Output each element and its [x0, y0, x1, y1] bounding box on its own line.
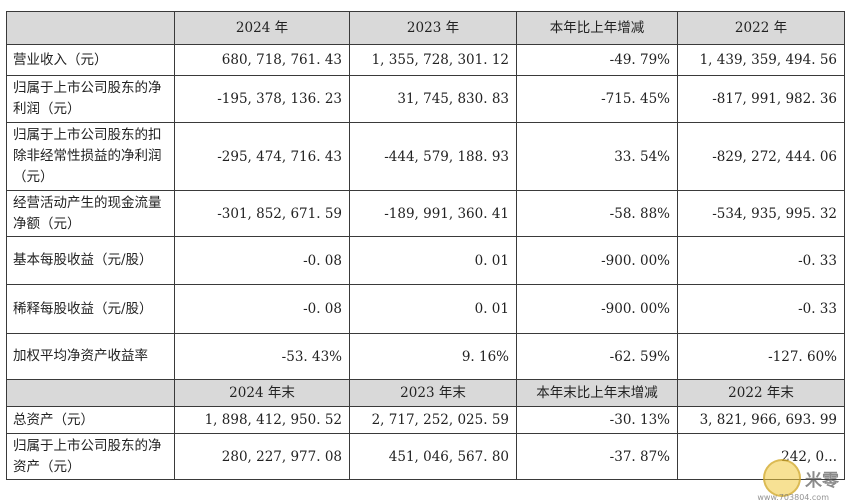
value-cell: -53. 43%	[174, 333, 350, 380]
row-label: 基本每股收益（元/股）	[6, 236, 175, 285]
value-cell: 3, 821, 966, 693. 99	[677, 406, 845, 434]
value-cell: 242, 0...	[677, 433, 845, 480]
table-row: 营业收入（元） 680, 718, 761. 43 1, 355, 728, 3…	[6, 44, 845, 76]
table-row: 归属于上市公司股东的扣除非经常性损益的净利润（元） -295, 474, 716…	[6, 122, 845, 191]
value-cell: 9. 16%	[349, 333, 517, 380]
header-cell: 2023 年	[349, 11, 517, 45]
value-cell: 1, 898, 412, 950. 52	[174, 406, 350, 434]
row-label: 归属于上市公司股东的扣除非经常性损益的净利润（元）	[6, 122, 175, 191]
table-row: 归属于上市公司股东的净资产（元） 280, 227, 977. 08 451, …	[6, 433, 845, 480]
table-row: 稀释每股收益（元/股） -0. 08 0. 01 -900. 00% -0. 3…	[6, 284, 845, 334]
change-cell: -37. 87%	[516, 433, 678, 480]
change-cell: -58. 88%	[516, 190, 678, 237]
value-cell: -189, 991, 360. 41	[349, 190, 517, 237]
value-cell: 0. 01	[349, 284, 517, 334]
value-cell: -817, 991, 982. 36	[677, 75, 845, 123]
row-label: 加权平均净资产收益率	[6, 333, 175, 380]
header-cell: 本年末比上年末增减	[516, 379, 678, 407]
header-cell: 2024 年末	[174, 379, 350, 407]
value-cell: -195, 378, 136. 23	[174, 75, 350, 123]
table-row: 基本每股收益（元/股） -0. 08 0. 01 -900. 00% -0. 3…	[6, 236, 845, 285]
value-cell: 2, 717, 252, 025. 59	[349, 406, 517, 434]
watermark-text: 米零	[805, 470, 839, 491]
value-cell: -0. 33	[677, 236, 845, 285]
value-cell: 451, 046, 567. 80	[349, 433, 517, 480]
row-label: 营业收入（元）	[6, 44, 175, 76]
value-cell: -444, 579, 188. 93	[349, 122, 517, 191]
value-cell: -534, 935, 995. 32	[677, 190, 845, 237]
value-cell: -127. 60%	[677, 333, 845, 380]
change-cell: -900. 00%	[516, 284, 678, 334]
value-cell: -0. 33	[677, 284, 845, 334]
header-cell: 2022 年	[677, 11, 845, 45]
financial-table-container: 2024 年 2023 年 本年比上年增减 2022 年 营业收入（元） 680…	[6, 11, 845, 480]
table-row: 经营活动产生的现金流量净额（元） -301, 852, 671. 59 -189…	[6, 190, 845, 237]
change-cell: -30. 13%	[516, 406, 678, 434]
value-cell: -0. 08	[174, 284, 350, 334]
watermark: 米零	[763, 459, 839, 497]
change-cell: -62. 59%	[516, 333, 678, 380]
change-cell: -715. 45%	[516, 75, 678, 123]
value-cell: 1, 355, 728, 301. 12	[349, 44, 517, 76]
value-cell: -0. 08	[174, 236, 350, 285]
row-label: 归属于上市公司股东的净利润（元）	[6, 75, 175, 123]
table-row: 总资产（元） 1, 898, 412, 950. 52 2, 717, 252,…	[6, 406, 845, 434]
change-cell: -900. 00%	[516, 236, 678, 285]
change-cell: -49. 79%	[516, 44, 678, 76]
value-cell: 280, 227, 977. 08	[174, 433, 350, 480]
row-label: 稀释每股收益（元/股）	[6, 284, 175, 334]
header-cell: 2023 年末	[349, 379, 517, 407]
value-cell: 31, 745, 830. 83	[349, 75, 517, 123]
watermark-logo-icon	[763, 459, 801, 497]
change-cell: 33. 54%	[516, 122, 678, 191]
table-row: 归属于上市公司股东的净利润（元） -195, 378, 136. 23 31, …	[6, 75, 845, 123]
header-row-yearend: 2024 年末 2023 年末 本年末比上年末增减 2022 年末	[6, 379, 845, 407]
header-cell: 本年比上年增减	[516, 11, 678, 45]
header-cell	[6, 11, 175, 45]
row-label: 经营活动产生的现金流量净额（元）	[6, 190, 175, 237]
header-cell	[6, 379, 175, 407]
value-cell: 0. 01	[349, 236, 517, 285]
row-label: 总资产（元）	[6, 406, 175, 434]
header-cell: 2022 年末	[677, 379, 845, 407]
table-row: 加权平均净资产收益率 -53. 43% 9. 16% -62. 59% -127…	[6, 333, 845, 380]
value-cell: -829, 272, 444. 06	[677, 122, 845, 191]
financial-summary-table: 2024 年 2023 年 本年比上年增减 2022 年 营业收入（元） 680…	[6, 11, 845, 480]
header-cell: 2024 年	[174, 11, 350, 45]
value-cell: -295, 474, 716. 43	[174, 122, 350, 191]
header-row-annual: 2024 年 2023 年 本年比上年增减 2022 年	[6, 11, 845, 45]
watermark-url: www.703804.com	[757, 493, 829, 502]
value-cell: -301, 852, 671. 59	[174, 190, 350, 237]
value-cell: 1, 439, 359, 494. 56	[677, 44, 845, 76]
value-cell: 680, 718, 761. 43	[174, 44, 350, 76]
row-label: 归属于上市公司股东的净资产（元）	[6, 433, 175, 480]
